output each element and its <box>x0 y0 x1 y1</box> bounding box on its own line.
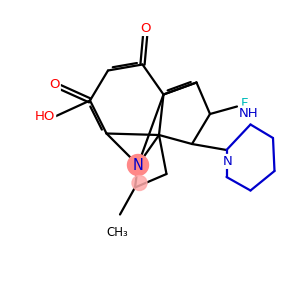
Text: CH₃: CH₃ <box>106 226 128 239</box>
Text: HO: HO <box>35 110 55 124</box>
Text: O: O <box>140 22 151 35</box>
Text: N: N <box>133 158 143 172</box>
Circle shape <box>128 154 148 176</box>
Text: N: N <box>223 155 233 168</box>
Circle shape <box>132 176 147 190</box>
Text: O: O <box>49 77 60 91</box>
Text: F: F <box>241 97 248 110</box>
Text: NH: NH <box>239 106 259 120</box>
